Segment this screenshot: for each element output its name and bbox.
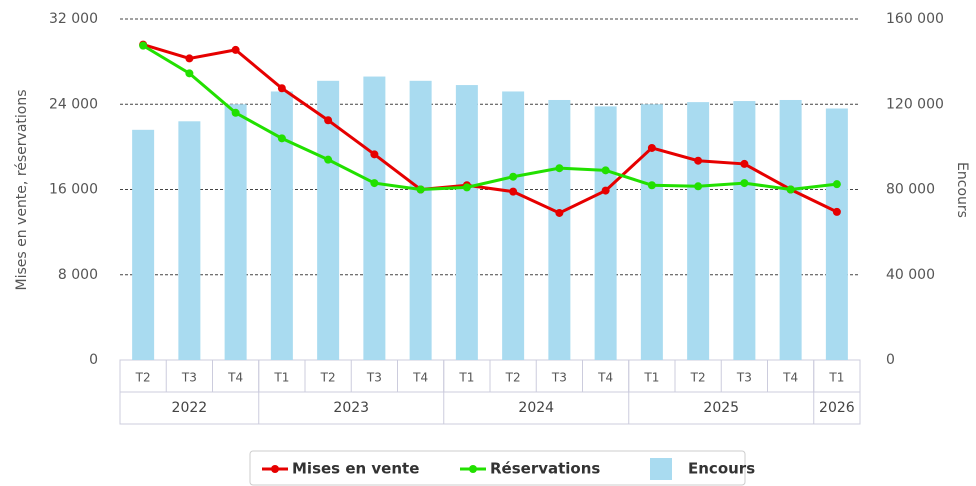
legend-marker bbox=[469, 465, 477, 473]
x-tick-label: T4 bbox=[782, 371, 798, 385]
bar bbox=[455, 85, 478, 360]
point bbox=[277, 134, 286, 143]
x-tick-label: T1 bbox=[828, 371, 844, 385]
bar bbox=[640, 104, 663, 360]
x-tick-label: T2 bbox=[320, 371, 336, 385]
point bbox=[416, 185, 425, 194]
bar bbox=[409, 80, 432, 361]
y-tick-label: 32 000 bbox=[49, 11, 98, 27]
point bbox=[694, 156, 703, 165]
bar bbox=[224, 104, 247, 360]
x-tick-label: T2 bbox=[505, 371, 521, 385]
x-group-label: 2026 bbox=[819, 400, 855, 416]
bar bbox=[548, 99, 571, 361]
bar bbox=[178, 121, 201, 360]
y2-tick-label: 120 000 bbox=[886, 96, 944, 112]
point bbox=[185, 69, 194, 78]
point bbox=[324, 155, 333, 164]
x-tick-label: T1 bbox=[643, 371, 659, 385]
x-tick-label: T3 bbox=[551, 371, 567, 385]
point bbox=[694, 182, 703, 191]
line bbox=[142, 43, 838, 215]
bar bbox=[132, 129, 155, 360]
point bbox=[647, 143, 656, 152]
point bbox=[647, 181, 656, 190]
point bbox=[601, 166, 610, 175]
x-tick-label: T2 bbox=[135, 371, 151, 385]
point bbox=[832, 180, 841, 189]
x-tick-label: T3 bbox=[181, 371, 197, 385]
y-axis-label: Mises en vente, réservations bbox=[14, 89, 30, 290]
point bbox=[740, 159, 749, 168]
x-tick-label: T4 bbox=[597, 371, 613, 385]
point bbox=[231, 45, 240, 54]
x-tick-label: T3 bbox=[736, 371, 752, 385]
point bbox=[370, 179, 379, 188]
bar bbox=[779, 99, 802, 361]
bar bbox=[825, 108, 848, 360]
point bbox=[277, 84, 286, 93]
bar bbox=[363, 76, 386, 360]
y-tick-label: 0 bbox=[89, 352, 98, 368]
x-group-label: 2025 bbox=[703, 400, 739, 416]
y2-tick-label: 0 bbox=[886, 352, 895, 368]
point bbox=[509, 172, 518, 181]
y2-tick-label: 40 000 bbox=[886, 267, 935, 283]
y-tick-label: 24 000 bbox=[49, 96, 98, 112]
bar bbox=[733, 101, 756, 360]
point bbox=[740, 179, 749, 188]
bar bbox=[502, 91, 525, 361]
y-tick-label: 16 000 bbox=[49, 182, 98, 198]
point bbox=[786, 185, 795, 194]
x-group-label: 2024 bbox=[518, 400, 554, 416]
x-tick-label: T1 bbox=[273, 371, 289, 385]
point bbox=[231, 108, 240, 117]
point bbox=[509, 187, 518, 196]
point bbox=[462, 183, 471, 192]
point bbox=[555, 164, 564, 173]
y2-tick-label: 160 000 bbox=[886, 11, 944, 27]
y2-tick-label: 80 000 bbox=[886, 182, 935, 198]
legend-label: Encours bbox=[688, 460, 755, 478]
x-group-label: 2022 bbox=[172, 400, 208, 416]
legend-marker bbox=[650, 458, 672, 480]
legend-marker bbox=[271, 465, 279, 473]
point bbox=[370, 150, 379, 159]
bar bbox=[270, 91, 293, 361]
x-tick-label: T3 bbox=[366, 371, 382, 385]
bar bbox=[317, 80, 340, 361]
point bbox=[324, 116, 333, 125]
point bbox=[555, 208, 564, 217]
bar bbox=[687, 102, 710, 361]
x-tick-label: T4 bbox=[227, 371, 243, 385]
x-tick-label: T2 bbox=[690, 371, 706, 385]
point bbox=[139, 41, 148, 50]
legend-label: Réservations bbox=[490, 460, 600, 478]
x-tick-label: T4 bbox=[412, 371, 428, 385]
x-group-label: 2023 bbox=[333, 400, 369, 416]
legend-box bbox=[249, 450, 746, 486]
point bbox=[832, 207, 841, 216]
legend-label: Mises en vente bbox=[292, 460, 419, 478]
point bbox=[185, 54, 194, 63]
x-tick-label: T1 bbox=[458, 371, 474, 385]
line bbox=[142, 44, 838, 192]
y-tick-label: 8 000 bbox=[58, 267, 98, 283]
bar bbox=[594, 106, 617, 360]
y2-axis-label: Encours bbox=[954, 162, 970, 218]
point bbox=[601, 186, 610, 195]
